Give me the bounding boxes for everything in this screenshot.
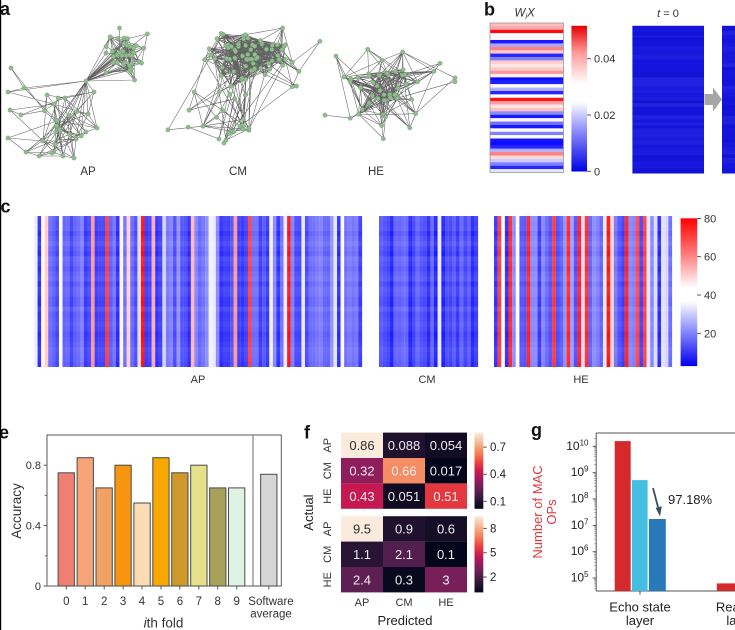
svg-text:2.4: 2.4: [353, 572, 371, 587]
svg-text:6: 6: [177, 596, 183, 608]
svg-text:Software: Software: [248, 596, 293, 608]
svg-text:0.02: 0.02: [594, 110, 615, 122]
svg-text:0.86: 0.86: [349, 438, 374, 453]
svg-text:layer: layer: [726, 613, 735, 628]
svg-text:0.8: 0.8: [26, 460, 41, 472]
svg-text:0: 0: [63, 596, 69, 608]
svg-text:e: e: [0, 423, 9, 443]
svg-text:AP: AP: [80, 166, 96, 178]
svg-text:a: a: [0, 0, 11, 19]
svg-text:3: 3: [442, 572, 449, 587]
svg-text:0.9: 0.9: [395, 522, 413, 537]
svg-text:average: average: [250, 609, 292, 621]
svg-text:0.7: 0.7: [490, 442, 506, 454]
svg-text:107: 107: [571, 517, 589, 532]
svg-text:0.017: 0.017: [430, 463, 463, 478]
svg-text:0.32: 0.32: [349, 463, 374, 478]
svg-text:0.66: 0.66: [391, 463, 416, 478]
svg-text:20: 20: [704, 328, 716, 340]
svg-text:CM: CM: [418, 374, 435, 386]
svg-text:0.4: 0.4: [490, 469, 507, 481]
svg-text:106: 106: [571, 544, 589, 559]
svg-text:0.04: 0.04: [594, 54, 615, 66]
svg-text:AP: AP: [191, 374, 206, 386]
svg-text:0.051: 0.051: [388, 489, 421, 504]
svg-text:ith fold: ith fold: [144, 616, 184, 630]
svg-text:0: 0: [35, 581, 41, 593]
svg-text:Accuracy: Accuracy: [9, 483, 24, 539]
svg-text:0.1: 0.1: [437, 547, 455, 562]
svg-text:Predicted: Predicted: [378, 613, 433, 628]
svg-text:1010: 1010: [566, 438, 589, 453]
svg-text:105: 105: [571, 570, 589, 585]
svg-text:AP: AP: [355, 597, 370, 609]
svg-text:60: 60: [704, 252, 716, 264]
svg-text:OPs: OPs: [544, 499, 559, 525]
svg-text:1: 1: [82, 596, 88, 608]
svg-text:Readout: Readout: [716, 600, 735, 615]
svg-text:8: 8: [490, 523, 496, 535]
svg-text:9.5: 9.5: [353, 522, 371, 537]
svg-text:Number of MAC: Number of MAC: [530, 465, 545, 558]
svg-text:97.18%: 97.18%: [668, 492, 713, 507]
svg-text:0: 0: [594, 166, 600, 178]
svg-text:5: 5: [158, 596, 164, 608]
svg-text:Actual: Actual: [301, 494, 316, 530]
svg-text:108: 108: [571, 491, 589, 506]
svg-text:t = 0: t = 0: [657, 8, 679, 20]
svg-text:0.4: 0.4: [26, 520, 41, 532]
svg-text:5: 5: [490, 548, 496, 560]
svg-text:layer: layer: [626, 613, 655, 628]
svg-text:80: 80: [704, 214, 716, 226]
svg-text:2: 2: [490, 572, 496, 584]
svg-text:Echo state: Echo state: [609, 600, 670, 615]
svg-text:HE: HE: [438, 597, 453, 609]
svg-text:0.3: 0.3: [395, 572, 413, 587]
svg-text:AP: AP: [322, 438, 334, 453]
svg-text:40: 40: [704, 290, 716, 302]
svg-text:CM: CM: [322, 462, 334, 479]
svg-text:0.6: 0.6: [437, 522, 455, 537]
svg-text:HE: HE: [573, 374, 588, 386]
svg-text:HE: HE: [322, 572, 334, 587]
svg-text:2: 2: [101, 596, 107, 608]
svg-text:3: 3: [120, 596, 126, 608]
svg-text:HE: HE: [322, 488, 334, 503]
svg-text:AP: AP: [322, 522, 334, 537]
svg-text:HE: HE: [368, 166, 384, 178]
svg-text:9: 9: [233, 596, 239, 608]
svg-text:f: f: [304, 423, 311, 443]
svg-text:CM: CM: [322, 546, 334, 563]
svg-text:CM: CM: [229, 166, 247, 178]
svg-text:7: 7: [196, 596, 202, 608]
svg-text:109: 109: [571, 465, 589, 480]
svg-text:4: 4: [139, 596, 146, 608]
svg-text:0.43: 0.43: [349, 489, 374, 504]
svg-text:WiX: WiX: [515, 8, 537, 22]
svg-text:b: b: [484, 0, 495, 20]
svg-text:g: g: [531, 420, 542, 440]
svg-text:0.51: 0.51: [433, 489, 458, 504]
svg-text:2.1: 2.1: [395, 547, 413, 562]
svg-text:1.1: 1.1: [353, 547, 371, 562]
svg-text:0.1: 0.1: [490, 496, 506, 508]
svg-text:8: 8: [214, 596, 220, 608]
svg-text:CM: CM: [395, 597, 412, 609]
svg-text:0.054: 0.054: [430, 438, 463, 453]
svg-text:0.088: 0.088: [388, 438, 421, 453]
svg-text:c: c: [1, 197, 11, 217]
